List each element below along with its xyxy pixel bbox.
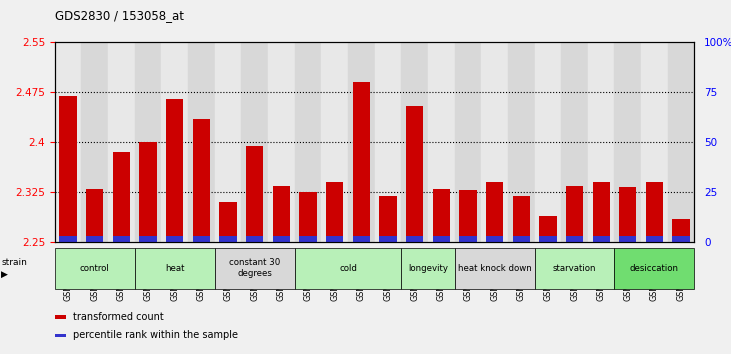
Bar	[615, 42, 641, 242]
Bar	[135, 42, 162, 242]
Bar	[273, 186, 290, 242]
Bar	[645, 182, 663, 242]
Bar	[455, 248, 534, 289]
Bar	[459, 236, 477, 242]
Bar	[193, 119, 210, 242]
Bar	[55, 42, 81, 242]
Bar	[619, 236, 637, 242]
Bar	[188, 42, 215, 242]
Bar	[615, 248, 694, 289]
Text: longevity: longevity	[408, 264, 448, 273]
Bar	[433, 236, 450, 242]
Bar	[428, 42, 455, 242]
Bar	[374, 42, 401, 242]
Bar	[55, 333, 67, 337]
Text: constant 30
degrees: constant 30 degrees	[229, 258, 280, 278]
Bar	[486, 236, 503, 242]
Bar	[215, 42, 241, 242]
Bar	[481, 42, 508, 242]
Bar	[273, 236, 290, 242]
Bar	[300, 236, 317, 242]
Bar	[401, 42, 428, 242]
Bar	[193, 236, 210, 242]
Bar	[512, 196, 530, 242]
Bar	[215, 248, 295, 289]
Bar	[59, 96, 77, 242]
Bar	[508, 42, 534, 242]
Bar	[406, 106, 423, 242]
Text: transformed count: transformed count	[72, 312, 164, 322]
Bar	[379, 196, 397, 242]
Text: percentile rank within the sample: percentile rank within the sample	[72, 330, 238, 340]
Bar	[295, 248, 401, 289]
Bar	[673, 236, 690, 242]
Text: ▶: ▶	[1, 270, 8, 279]
Bar	[219, 236, 237, 242]
Bar	[135, 248, 215, 289]
Bar	[166, 236, 183, 242]
Bar	[219, 202, 237, 242]
Bar	[241, 42, 268, 242]
Bar	[566, 186, 583, 242]
Text: cold: cold	[339, 264, 357, 273]
Bar	[539, 236, 556, 242]
Bar	[539, 216, 556, 242]
Bar	[140, 142, 156, 242]
Bar	[86, 189, 104, 242]
Bar	[108, 42, 135, 242]
Bar	[55, 315, 67, 319]
Bar	[455, 42, 481, 242]
Bar	[295, 42, 322, 242]
Bar	[59, 236, 77, 242]
Bar	[561, 42, 588, 242]
Bar	[641, 42, 668, 242]
Text: heat: heat	[165, 264, 184, 273]
Bar	[86, 236, 104, 242]
Bar	[588, 42, 615, 242]
Bar	[246, 146, 263, 242]
Bar	[326, 182, 344, 242]
Bar	[619, 187, 637, 242]
Bar	[593, 236, 610, 242]
Bar	[406, 236, 423, 242]
Text: desiccation: desiccation	[630, 264, 679, 273]
Bar	[486, 182, 503, 242]
Bar	[352, 82, 370, 242]
Bar	[645, 236, 663, 242]
Bar	[246, 236, 263, 242]
Bar	[326, 236, 344, 242]
Bar	[348, 42, 374, 242]
Bar	[113, 236, 130, 242]
Bar	[352, 236, 370, 242]
Bar	[300, 193, 317, 242]
Bar	[81, 42, 108, 242]
Bar	[512, 236, 530, 242]
Bar	[166, 99, 183, 242]
Bar	[401, 248, 455, 289]
Bar	[433, 189, 450, 242]
Bar	[534, 42, 561, 242]
Bar	[534, 248, 615, 289]
Bar	[668, 42, 694, 242]
Bar	[162, 42, 188, 242]
Bar	[55, 248, 135, 289]
Text: heat knock down: heat knock down	[458, 264, 531, 273]
Text: control: control	[80, 264, 110, 273]
Bar	[113, 153, 130, 242]
Bar	[566, 236, 583, 242]
Bar	[673, 219, 690, 242]
Bar	[140, 236, 156, 242]
Bar	[268, 42, 295, 242]
Bar	[459, 190, 477, 242]
Bar	[322, 42, 348, 242]
Text: strain: strain	[1, 258, 27, 267]
Text: GDS2830 / 153058_at: GDS2830 / 153058_at	[55, 9, 183, 22]
Text: starvation: starvation	[553, 264, 596, 273]
Bar	[593, 182, 610, 242]
Bar	[379, 236, 397, 242]
